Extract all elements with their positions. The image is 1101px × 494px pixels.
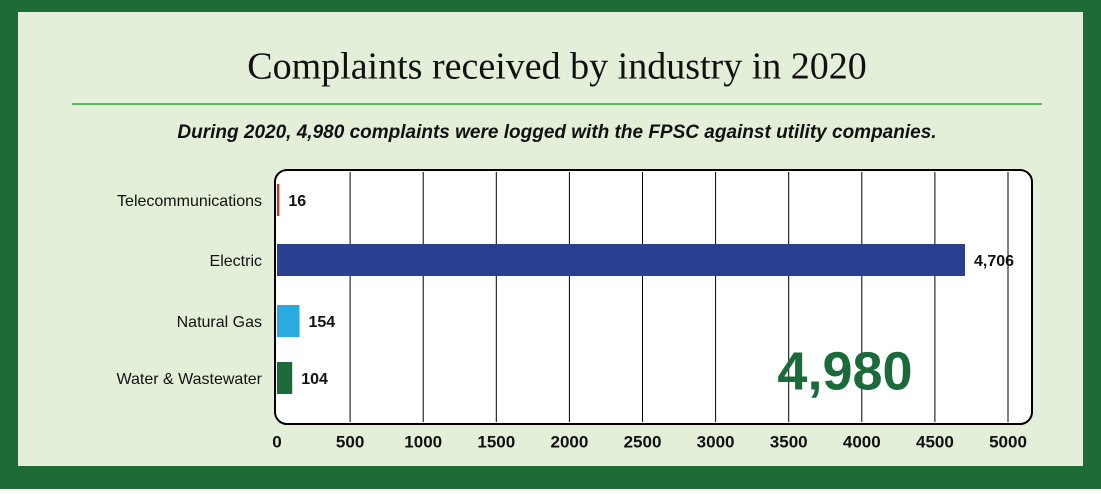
bar [277,184,280,216]
value-label: 4,706 [974,253,1014,270]
y-tick-label: Electric [210,253,262,270]
value-label: 104 [301,371,328,388]
x-tick-label: 1000 [404,432,442,451]
x-tick-label: 500 [336,432,364,451]
x-tick-label: 2500 [624,432,662,451]
y-tick-label: Natural Gas [177,314,262,331]
bar [277,305,300,337]
y-tick-label: Telecommunications [117,193,262,210]
bar [277,244,966,276]
x-tick-label: 3000 [697,432,735,451]
subtitle: During 2020, 4,980 complaints were logge… [177,122,936,143]
plot-area [274,169,1033,425]
y-tick-label: Water & Wastewater [116,371,262,388]
x-tick-label: 1500 [477,432,515,451]
value-label: 16 [288,193,306,210]
x-tick-label: 3500 [770,432,808,451]
bar [277,362,293,394]
x-tick-label: 4000 [843,432,881,451]
x-tick-label: 5000 [989,432,1027,451]
total-annotation: 4,980 [777,341,912,401]
x-tick-label: 2000 [550,432,588,451]
x-tick-label: 4500 [916,432,954,451]
x-tick-label: 0 [272,432,281,451]
value-label: 154 [309,314,336,331]
chart-title: Complaints received by industry in 2020 [247,46,867,88]
